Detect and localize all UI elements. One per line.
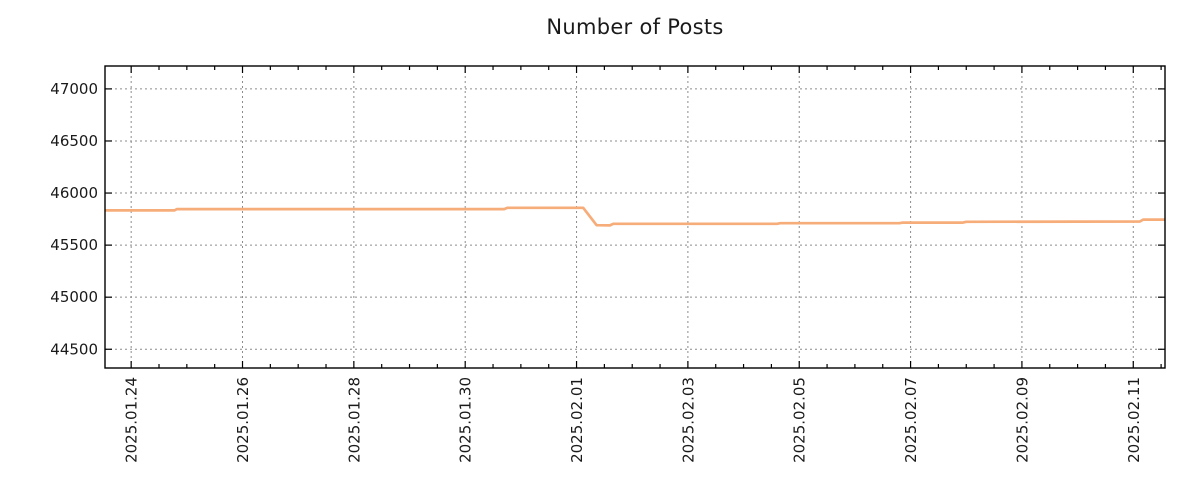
- y-tick-label: 44500: [50, 340, 98, 358]
- x-tick-label: 2025.01.26: [234, 377, 252, 463]
- x-tick-label: 2025.01.30: [457, 377, 475, 463]
- x-tick-label: 2025.02.05: [791, 377, 809, 463]
- y-tick-label: 45500: [50, 236, 98, 254]
- x-tick-label: 2025.02.01: [568, 377, 586, 463]
- series-line-number-of-posts: [105, 206, 1165, 227]
- x-tick-label: 2025.02.07: [902, 377, 920, 463]
- y-tick-label: 45000: [50, 288, 98, 306]
- x-tick-label: 2025.01.24: [123, 377, 141, 463]
- x-tick-label: 2025.02.09: [1013, 377, 1031, 463]
- x-tick-label: 2025.02.11: [1125, 377, 1143, 463]
- plot-frame: [104, 65, 1166, 369]
- chart-title: Number of Posts: [546, 15, 724, 39]
- y-tick-label: 46500: [50, 132, 98, 150]
- y-tick-label: 47000: [50, 80, 98, 98]
- x-tick-label: 2025.02.03: [679, 377, 697, 463]
- x-tick-label: 2025.01.28: [345, 377, 363, 463]
- y-tick-label: 46000: [50, 184, 98, 202]
